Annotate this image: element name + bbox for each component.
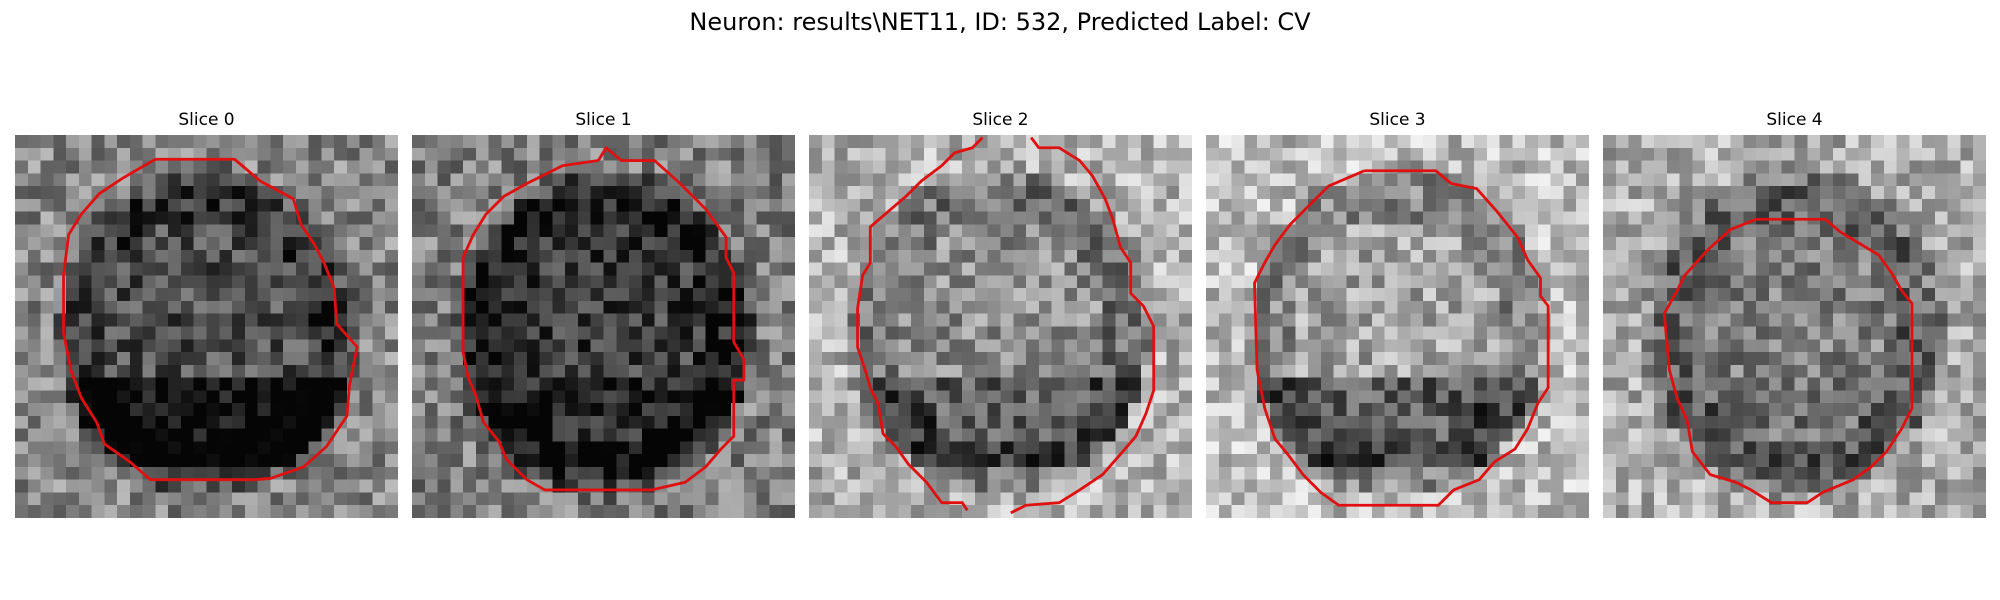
slice-panel-0: Slice 0 (15, 108, 398, 518)
slice-title-2: Slice 2 (972, 110, 1029, 130)
contour-line-0 (62, 157, 359, 482)
contour-line-1 (461, 146, 746, 492)
slice-title-4: Slice 4 (1766, 110, 1823, 130)
slice-image-1 (412, 135, 795, 518)
figure-title: Neuron: results\NET11, ID: 532, Predicte… (689, 8, 1311, 36)
slice-image-0 (15, 135, 398, 518)
slice-title-3: Slice 3 (1369, 110, 1426, 130)
slice-panel-2: Slice 2 (809, 108, 1192, 518)
slice-image-3 (1206, 135, 1589, 518)
slice-panel-3: Slice 3 (1206, 108, 1589, 518)
slice-image-4 (1603, 135, 1986, 518)
contour-line-3 (1253, 169, 1550, 507)
slice-title-0: Slice 0 (178, 110, 235, 130)
slice-panel-4: Slice 4 (1603, 108, 1986, 518)
pixel-grid-1 (412, 135, 795, 518)
slice-image-2 (809, 135, 1192, 518)
slice-panel-1: Slice 1 (412, 108, 795, 518)
pixel-grid-3 (1206, 135, 1589, 518)
contour-line-2 (856, 136, 984, 512)
pixel-grid-2 (809, 135, 1192, 518)
contour-line-2b (1010, 136, 1156, 515)
contour-line-4 (1662, 217, 1914, 505)
slice-title-1: Slice 1 (575, 110, 632, 130)
pixel-grid-0 (15, 135, 398, 518)
pixel-grid-4 (1603, 135, 1986, 518)
